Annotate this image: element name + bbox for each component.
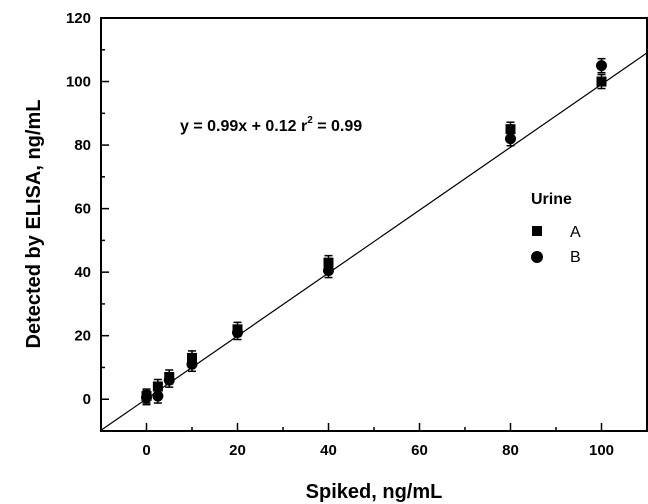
data-point-a <box>596 76 607 87</box>
fit-equation-main: y = 0.99x + 0.12 r <box>180 118 307 135</box>
data-points <box>141 57 607 406</box>
y-tick-label: 100 <box>66 74 91 91</box>
data-point-b <box>141 392 152 404</box>
legend-label-a: A <box>570 224 581 241</box>
y-tick-label: 80 <box>74 137 91 154</box>
x-tick-labels: 0 20 40 60 80 100 <box>142 442 614 459</box>
fit-line-group <box>100 52 648 431</box>
data-point-b <box>232 327 243 339</box>
x-tick-label: 80 <box>502 442 519 459</box>
y-tick-label: 0 <box>83 391 91 408</box>
legend-label-b: B <box>570 249 581 266</box>
y-tick-label: 60 <box>74 201 91 218</box>
y-tick-labels: 0 20 40 60 80 100 120 <box>66 10 91 408</box>
x-tick-label: 100 <box>589 442 614 459</box>
y-axis-title: Detected by ELISA, ng/mL <box>23 100 45 349</box>
data-point-b <box>596 60 607 72</box>
x-tick-label: 0 <box>142 442 150 459</box>
fit-equation-r2: = 0.99 <box>313 118 362 135</box>
fit-line <box>100 52 648 431</box>
data-point-a <box>152 381 163 392</box>
x-axis-title: Spiked, ng/mL <box>306 481 443 503</box>
legend-title: Urine <box>531 191 572 208</box>
data-point-b <box>186 358 198 370</box>
y-tick-label: 120 <box>66 10 91 27</box>
fit-equation: y = 0.99x + 0.12 r2 = 0.99 <box>180 115 362 135</box>
axis-ticks <box>100 17 648 432</box>
legend-marker-square <box>532 226 542 236</box>
data-point-b <box>505 133 516 145</box>
plot-frame <box>100 17 648 432</box>
legend-marker-circle <box>531 251 543 263</box>
data-point-a <box>323 257 334 268</box>
data-point-a <box>505 124 516 135</box>
y-tick-label: 40 <box>74 264 91 281</box>
data-point-b <box>323 265 334 277</box>
data-point-b <box>163 374 175 386</box>
fit-equation-sup: 2 <box>307 115 313 126</box>
legend: Urine A B <box>531 191 581 266</box>
x-tick-label: 40 <box>320 442 337 459</box>
x-tick-label: 20 <box>229 442 246 459</box>
x-tick-label: 60 <box>411 442 428 459</box>
data-point-b <box>152 390 164 402</box>
y-tick-label: 20 <box>74 328 91 345</box>
